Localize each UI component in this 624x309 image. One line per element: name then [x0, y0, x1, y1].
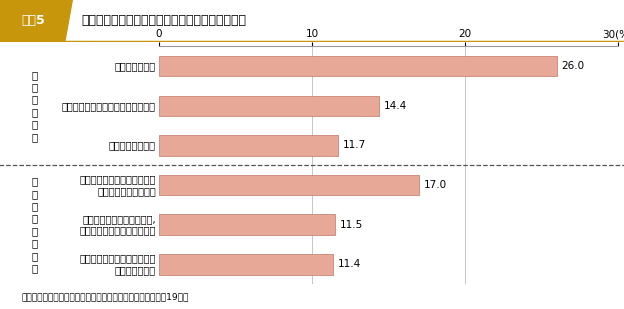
Bar	[159, 175, 419, 196]
Bar	[159, 135, 338, 156]
Bar	[159, 214, 335, 235]
Text: 14.4: 14.4	[384, 101, 407, 111]
Text: 図表5: 図表5	[21, 14, 45, 28]
Bar	[159, 95, 379, 116]
Text: どうやって固定したらよいか
わからないから: どうやって固定したらよいか わからないから	[79, 254, 156, 275]
Text: 転倒しても危険ではないと思うから: 転倒しても危険ではないと思うから	[62, 101, 156, 111]
Text: 26.0: 26.0	[561, 61, 584, 71]
Text: 実
践
的
知
識
の
欠
如: 実 践 的 知 識 の 欠 如	[31, 176, 37, 273]
Text: 11.7: 11.7	[343, 141, 366, 150]
Text: 11.5: 11.5	[339, 220, 363, 230]
Text: 面倒くさいから: 面倒くさいから	[115, 61, 156, 71]
Text: 資料：内閣府「地震防災対策に関する特別世論調査」（平成19年）: 資料：内閣府「地震防災対策に関する特別世論調査」（平成19年）	[22, 292, 189, 301]
Text: 切
迫
性
の
欠
如: 切 迫 性 の 欠 如	[31, 70, 37, 142]
Text: 11.4: 11.4	[338, 260, 361, 269]
Text: 固定しても大地震のときには
効果がないと思うから: 固定しても大地震のときには 効果がないと思うから	[79, 174, 156, 196]
Bar	[159, 254, 333, 275]
Bar	[159, 56, 557, 77]
Polygon shape	[0, 0, 73, 42]
Text: 固定する方法はわかっても,
自分ではできないと思うから: 固定する方法はわかっても, 自分ではできないと思うから	[79, 214, 156, 235]
Text: 家具や冷蔵庫などを固定しない理由（複数回答）: 家具や冷蔵庫などを固定しない理由（複数回答）	[81, 14, 246, 28]
Text: お金がかかるから: お金がかかるから	[109, 141, 156, 150]
Text: 17.0: 17.0	[424, 180, 447, 190]
